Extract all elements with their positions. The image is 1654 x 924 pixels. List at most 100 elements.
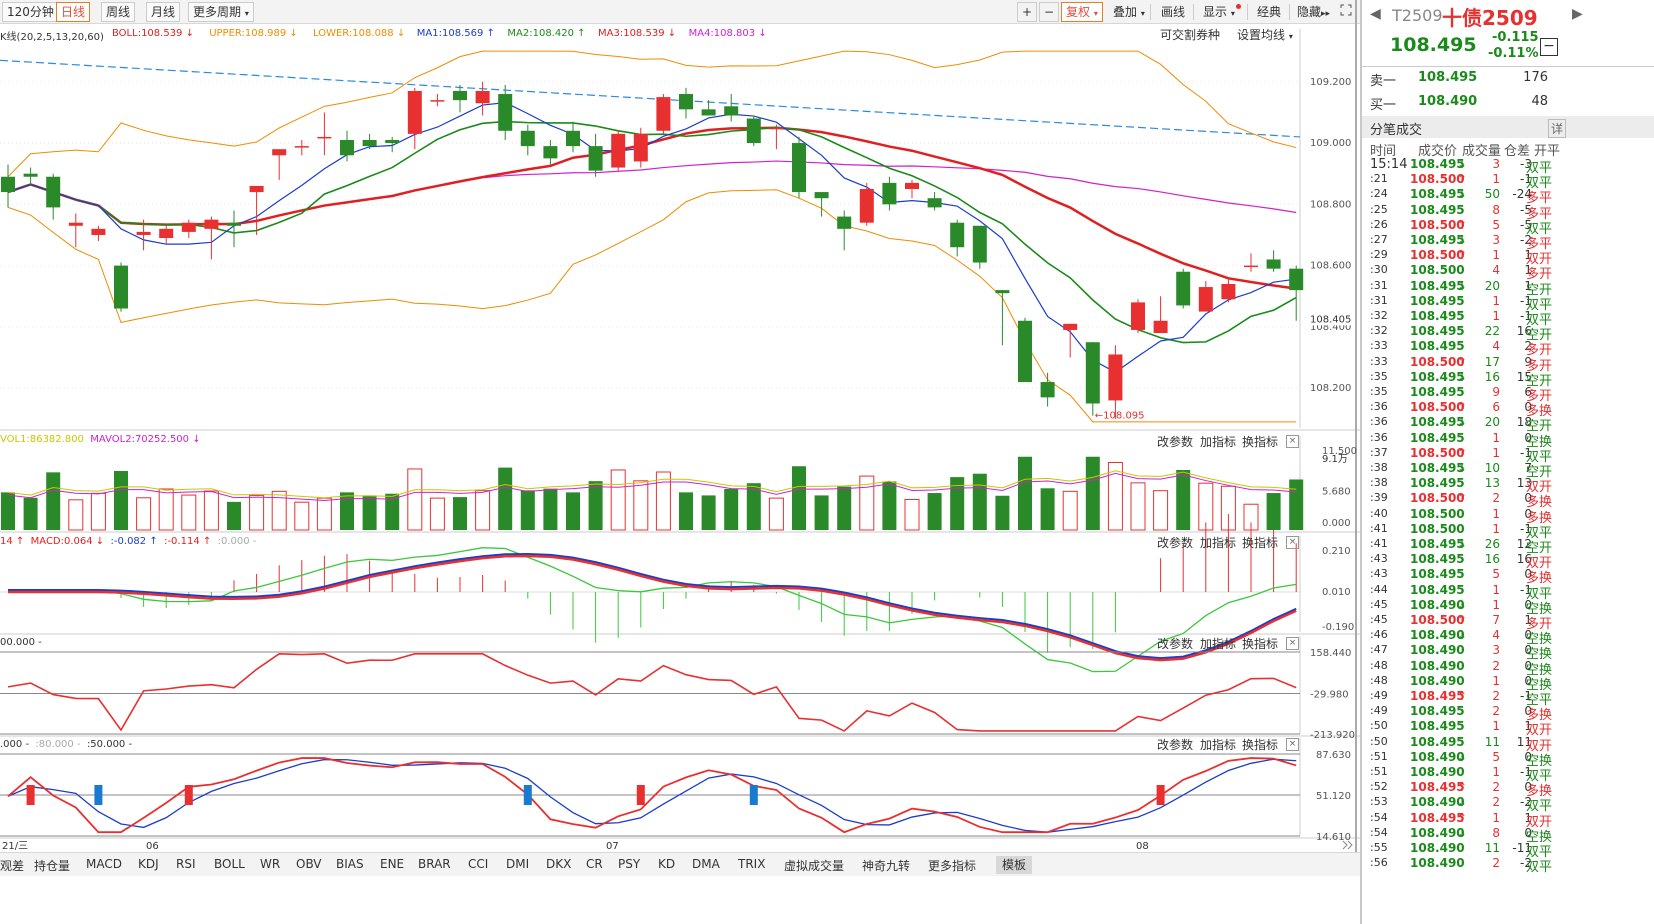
ticks-detail-button[interactable]: 详 <box>1548 119 1567 138</box>
tick-type: 双平 <box>1526 221 1553 237</box>
tick-type: 双平 <box>1526 176 1553 192</box>
tab-15[interactable]: PSY <box>618 857 641 871</box>
p4-axis-label: 87.630 <box>1316 750 1351 761</box>
panel1-control-2[interactable]: 换指标 <box>1242 536 1279 550</box>
close-icon[interactable]: × <box>1286 637 1299 650</box>
tab-21[interactable]: 更多指标 <box>928 859 977 873</box>
tab-6[interactable]: WR <box>260 857 281 871</box>
volume-bar-16 <box>362 495 377 530</box>
period-more[interactable]: 更多周期 ▾ <box>188 2 254 22</box>
deliverable-bonds-link[interactable]: 可交割券种 <box>1160 28 1221 42</box>
panel0-control-0[interactable]: 改参数 <box>1157 435 1194 449</box>
panel0-control-2[interactable]: 换指标 <box>1242 435 1279 449</box>
candle-22 <box>498 84 513 140</box>
tick-row: :31 108.495 ↓ 20 1 空开 <box>1362 278 1654 298</box>
chevron-right-icon[interactable]: ▶ <box>1572 6 1583 22</box>
date-label: 07 <box>606 841 619 852</box>
tab-2[interactable]: MACD <box>86 857 122 871</box>
panel3-control-0[interactable]: 改参数 <box>1157 738 1194 752</box>
macd-item-0: 14 ↑ <box>0 536 25 547</box>
tick-volume: 2 <box>1492 491 1500 506</box>
close-icon[interactable]: × <box>1286 435 1299 448</box>
ma1-line <box>7 101 1297 373</box>
col-price: 成交价 <box>1418 144 1458 159</box>
zoom-out-button[interactable]: − <box>1039 2 1060 22</box>
tick-price: 108.495 <box>1410 734 1465 749</box>
panel1-control-1[interactable]: 加指标 <box>1200 536 1237 550</box>
panel2-control-0[interactable]: 改参数 <box>1157 637 1194 651</box>
tick-price: 108.500 <box>1410 506 1465 521</box>
tab-9[interactable]: ENE <box>380 857 405 871</box>
panel1-control-0[interactable]: 改参数 <box>1157 536 1194 550</box>
classic-button[interactable]: 经典 <box>1257 5 1282 19</box>
tick-type: 双平 <box>1526 297 1553 313</box>
tab-16[interactable]: KD <box>658 857 676 871</box>
tick-time: :47 <box>1370 643 1388 657</box>
collapse-button[interactable]: − <box>1540 38 1558 56</box>
panel2-control-2[interactable]: 换指标 <box>1242 637 1279 651</box>
tab-1[interactable]: 持仓量 <box>34 859 71 873</box>
volume-bar-37 <box>837 486 852 530</box>
volume-bar-29 <box>655 471 671 531</box>
tick-row: :51 108.490 1 -1 双平 <box>1362 765 1654 784</box>
period-daily[interactable]: 日线 <box>56 2 91 22</box>
zoom-in-button[interactable]: + <box>1017 2 1038 22</box>
tick-oi: 7 <box>1524 461 1532 475</box>
tab-8[interactable]: BIAS <box>336 857 364 871</box>
tab-5[interactable]: BOLL <box>214 857 245 871</box>
set-ma-link[interactable]: 设置均线 ▾ <box>1237 26 1293 43</box>
tab-14[interactable]: CR <box>586 857 603 871</box>
panel3-control-1[interactable]: 加指标 <box>1200 738 1237 752</box>
tick-oi: 12 <box>1516 537 1532 551</box>
overlay-button[interactable]: 叠加 ▾ <box>1108 2 1150 22</box>
period-weekly[interactable]: 周线 <box>101 2 136 22</box>
fullscreen-icon[interactable] <box>1335 2 1357 22</box>
candle-55 <box>1244 253 1258 272</box>
tab-4[interactable]: RSI <box>176 857 196 871</box>
tick-row: :35 108.495 ↓ 16 15 空开 <box>1362 370 1654 389</box>
candle-10 <box>227 210 241 248</box>
chart-toolbar: 120分钟 日线 周线 月线 更多周期 ▾ + − 复权 ▾ 叠加 ▾ 画线 显… <box>0 0 1360 24</box>
tick-row: :56 108.490 2 -2 双平 <box>1362 856 1654 875</box>
tab-13[interactable]: DKX <box>546 857 572 871</box>
panel0-control-1[interactable]: 加指标 <box>1200 435 1237 449</box>
tab-17[interactable]: DMA <box>692 857 720 871</box>
divider <box>1247 4 1248 20</box>
draw-line-button[interactable]: 画线 <box>1161 5 1186 19</box>
tab-11[interactable]: CCI <box>468 857 489 871</box>
chevron-left-icon[interactable]: ◀ <box>1370 6 1381 22</box>
tick-oi: -11 <box>1512 841 1532 855</box>
adjust-button[interactable]: 复权 ▾ <box>1061 2 1103 22</box>
candle-body <box>746 118 761 144</box>
candle-body <box>159 228 174 239</box>
tab-3[interactable]: KDJ <box>138 857 159 871</box>
candle-12 <box>272 149 287 180</box>
hide-button[interactable]: 隐藏▸▸ <box>1292 2 1335 22</box>
tab-19[interactable]: 虚拟成交量 <box>784 859 845 873</box>
tab-18[interactable]: TRIX <box>738 857 766 871</box>
tab-22[interactable]: 模板 <box>996 856 1033 874</box>
display-button[interactable]: 显示 ▾ <box>1198 2 1241 22</box>
kline-chart[interactable]: 109.200 109.000 108.800 108.600 108.400 108.2… <box>0 0 1360 852</box>
tick-direction-icon: ↑ <box>1457 217 1468 232</box>
close-icon[interactable]: × <box>1286 536 1299 549</box>
macd-line <box>8 554 1297 662</box>
tab-20[interactable]: 神奇九转 <box>862 859 911 873</box>
close-icon[interactable]: × <box>1286 738 1299 751</box>
volume-bar-42 <box>950 477 965 530</box>
tab-7[interactable]: OBV <box>296 857 322 871</box>
tick-price: 108.495 <box>1410 415 1465 430</box>
tab-0[interactable]: 观差 <box>0 859 25 873</box>
tick-time: :21 <box>1370 172 1388 186</box>
tick-price: 108.490 <box>1410 795 1465 810</box>
tick-row: :36 108.500 ↑ 6 0 多换 <box>1362 400 1654 419</box>
tick-price: 108.500 <box>1410 263 1465 278</box>
period-monthly[interactable]: 月线 <box>146 2 181 22</box>
candle-body <box>679 94 693 110</box>
panel2-control-1[interactable]: 加指标 <box>1200 637 1237 651</box>
tick-oi: 1 <box>1524 278 1532 293</box>
tab-10[interactable]: BRAR <box>418 857 451 871</box>
panel3-control-2[interactable]: 换指标 <box>1242 738 1279 752</box>
tab-12[interactable]: DMI <box>506 857 530 871</box>
candle-body <box>972 225 987 263</box>
